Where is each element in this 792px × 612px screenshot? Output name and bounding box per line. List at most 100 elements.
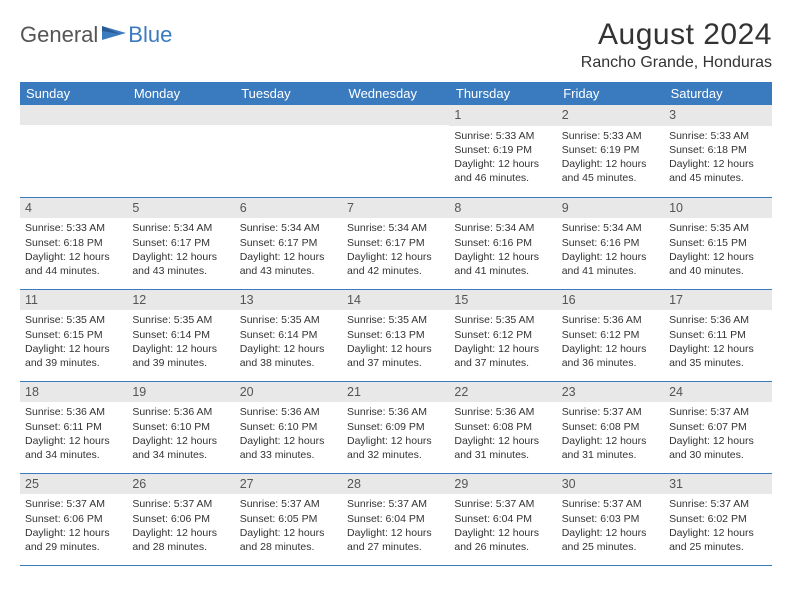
day-cell: 6Sunrise: 5:34 AMSunset: 6:17 PMDaylight… [235, 197, 342, 289]
empty-day-cell [235, 105, 342, 197]
day-cell: 20Sunrise: 5:36 AMSunset: 6:10 PMDayligh… [235, 381, 342, 473]
day-number: 1 [449, 105, 556, 126]
day-cell: 18Sunrise: 5:36 AMSunset: 6:11 PMDayligh… [20, 381, 127, 473]
day-info: Sunrise: 5:34 AMSunset: 6:17 PMDaylight:… [132, 221, 229, 278]
day-cell: 4Sunrise: 5:33 AMSunset: 6:18 PMDaylight… [20, 197, 127, 289]
day-cell: 16Sunrise: 5:36 AMSunset: 6:12 PMDayligh… [557, 289, 664, 381]
day-number: 21 [342, 382, 449, 403]
day-info: Sunrise: 5:34 AMSunset: 6:17 PMDaylight:… [347, 221, 444, 278]
day-info: Sunrise: 5:37 AMSunset: 6:06 PMDaylight:… [132, 497, 229, 554]
day-cell: 12Sunrise: 5:35 AMSunset: 6:14 PMDayligh… [127, 289, 234, 381]
day-info: Sunrise: 5:35 AMSunset: 6:13 PMDaylight:… [347, 313, 444, 370]
day-cell: 8Sunrise: 5:34 AMSunset: 6:16 PMDaylight… [449, 197, 556, 289]
col-friday: Friday [557, 82, 664, 105]
day-number: 30 [557, 474, 664, 495]
day-cell: 9Sunrise: 5:34 AMSunset: 6:16 PMDaylight… [557, 197, 664, 289]
calendar-body: 1 Sunrise: 5:33 AMSunset: 6:19 PMDaylight… [20, 105, 772, 565]
day-number: 31 [664, 474, 771, 495]
day-number: 27 [235, 474, 342, 495]
day-cell: 5Sunrise: 5:34 AMSunset: 6:17 PMDaylight… [127, 197, 234, 289]
col-wednesday: Wednesday [342, 82, 449, 105]
day-cell: 10Sunrise: 5:35 AMSunset: 6:15 PMDayligh… [664, 197, 771, 289]
day-info: Sunrise: 5:37 AMSunset: 6:04 PMDaylight:… [347, 497, 444, 554]
day-info: Sunrise: 5:36 AMSunset: 6:11 PMDaylight:… [25, 405, 122, 462]
col-monday: Monday [127, 82, 234, 105]
page-title: August 2024 [581, 18, 772, 52]
day-cell: 22Sunrise: 5:36 AMSunset: 6:08 PMDayligh… [449, 381, 556, 473]
day-number: 16 [557, 290, 664, 311]
day-info: Sunrise: 5:37 AMSunset: 6:07 PMDaylight:… [669, 405, 766, 462]
day-number: 11 [20, 290, 127, 311]
week-row: 11Sunrise: 5:35 AMSunset: 6:15 PMDayligh… [20, 289, 772, 381]
logo: General Blue [20, 18, 172, 48]
logo-text-general: General [20, 22, 98, 48]
day-number: 29 [449, 474, 556, 495]
day-info: Sunrise: 5:36 AMSunset: 6:12 PMDaylight:… [562, 313, 659, 370]
logo-text-blue: Blue [128, 22, 172, 48]
day-cell: 1Sunrise: 5:33 AMSunset: 6:19 PMDaylight… [449, 105, 556, 197]
day-info: Sunrise: 5:37 AMSunset: 6:05 PMDaylight:… [240, 497, 337, 554]
week-row: 25Sunrise: 5:37 AMSunset: 6:06 PMDayligh… [20, 473, 772, 565]
day-number: 23 [557, 382, 664, 403]
day-cell: 25Sunrise: 5:37 AMSunset: 6:06 PMDayligh… [20, 473, 127, 565]
day-info: Sunrise: 5:36 AMSunset: 6:10 PMDaylight:… [132, 405, 229, 462]
empty-day-cell [20, 105, 127, 197]
day-info: Sunrise: 5:36 AMSunset: 6:08 PMDaylight:… [454, 405, 551, 462]
week-row: 18Sunrise: 5:36 AMSunset: 6:11 PMDayligh… [20, 381, 772, 473]
day-info: Sunrise: 5:37 AMSunset: 6:03 PMDaylight:… [562, 497, 659, 554]
title-block: August 2024 Rancho Grande, Honduras [581, 18, 772, 72]
day-info: Sunrise: 5:33 AMSunset: 6:18 PMDaylight:… [25, 221, 122, 278]
day-cell: 17Sunrise: 5:36 AMSunset: 6:11 PMDayligh… [664, 289, 771, 381]
day-info: Sunrise: 5:34 AMSunset: 6:16 PMDaylight:… [562, 221, 659, 278]
day-number: 25 [20, 474, 127, 495]
day-number: 6 [235, 198, 342, 219]
day-cell: 29Sunrise: 5:37 AMSunset: 6:04 PMDayligh… [449, 473, 556, 565]
day-cell: 15Sunrise: 5:35 AMSunset: 6:12 PMDayligh… [449, 289, 556, 381]
day-number: 8 [449, 198, 556, 219]
day-info: Sunrise: 5:34 AMSunset: 6:17 PMDaylight:… [240, 221, 337, 278]
day-cell: 23Sunrise: 5:37 AMSunset: 6:08 PMDayligh… [557, 381, 664, 473]
day-number: 20 [235, 382, 342, 403]
day-cell: 14Sunrise: 5:35 AMSunset: 6:13 PMDayligh… [342, 289, 449, 381]
day-cell: 19Sunrise: 5:36 AMSunset: 6:10 PMDayligh… [127, 381, 234, 473]
day-number: 7 [342, 198, 449, 219]
day-cell: 3Sunrise: 5:33 AMSunset: 6:18 PMDaylight… [664, 105, 771, 197]
empty-day-cell [342, 105, 449, 197]
day-number: 17 [664, 290, 771, 311]
empty-day-cell [127, 105, 234, 197]
day-number: 10 [664, 198, 771, 219]
day-cell: 27Sunrise: 5:37 AMSunset: 6:05 PMDayligh… [235, 473, 342, 565]
day-number: 22 [449, 382, 556, 403]
day-number: 3 [664, 105, 771, 126]
day-number: 26 [127, 474, 234, 495]
week-row: 4Sunrise: 5:33 AMSunset: 6:18 PMDaylight… [20, 197, 772, 289]
day-number: 18 [20, 382, 127, 403]
day-info: Sunrise: 5:35 AMSunset: 6:14 PMDaylight:… [240, 313, 337, 370]
day-info: Sunrise: 5:37 AMSunset: 6:02 PMDaylight:… [669, 497, 766, 554]
day-number: 15 [449, 290, 556, 311]
day-info: Sunrise: 5:36 AMSunset: 6:10 PMDaylight:… [240, 405, 337, 462]
day-info: Sunrise: 5:35 AMSunset: 6:15 PMDaylight:… [25, 313, 122, 370]
day-info: Sunrise: 5:35 AMSunset: 6:14 PMDaylight:… [132, 313, 229, 370]
day-info: Sunrise: 5:35 AMSunset: 6:15 PMDaylight:… [669, 221, 766, 278]
logo-flag-icon [102, 26, 126, 44]
day-number: 4 [20, 198, 127, 219]
day-number: 24 [664, 382, 771, 403]
col-sunday: Sunday [20, 82, 127, 105]
day-number: 13 [235, 290, 342, 311]
day-cell: 24Sunrise: 5:37 AMSunset: 6:07 PMDayligh… [664, 381, 771, 473]
day-number: 19 [127, 382, 234, 403]
col-saturday: Saturday [664, 82, 771, 105]
day-header-row: Sunday Monday Tuesday Wednesday Thursday… [20, 82, 772, 105]
week-row: 1 Sunrise: 5:33 AMSunset: 6:19 PMDaylight… [20, 105, 772, 197]
day-info: Sunrise: 5:37 AMSunset: 6:06 PMDaylight:… [25, 497, 122, 554]
day-number: 2 [557, 105, 664, 126]
day-cell: 11Sunrise: 5:35 AMSunset: 6:15 PMDayligh… [20, 289, 127, 381]
day-number: 9 [557, 198, 664, 219]
col-tuesday: Tuesday [235, 82, 342, 105]
day-info: Sunrise: 5:37 AMSunset: 6:08 PMDaylight:… [562, 405, 659, 462]
day-cell: 7Sunrise: 5:34 AMSunset: 6:17 PMDaylight… [342, 197, 449, 289]
day-info: Sunrise: 5:33 AMSunset: 6:19 PMDaylight:… [562, 129, 659, 186]
col-thursday: Thursday [449, 82, 556, 105]
day-cell: 30Sunrise: 5:37 AMSunset: 6:03 PMDayligh… [557, 473, 664, 565]
